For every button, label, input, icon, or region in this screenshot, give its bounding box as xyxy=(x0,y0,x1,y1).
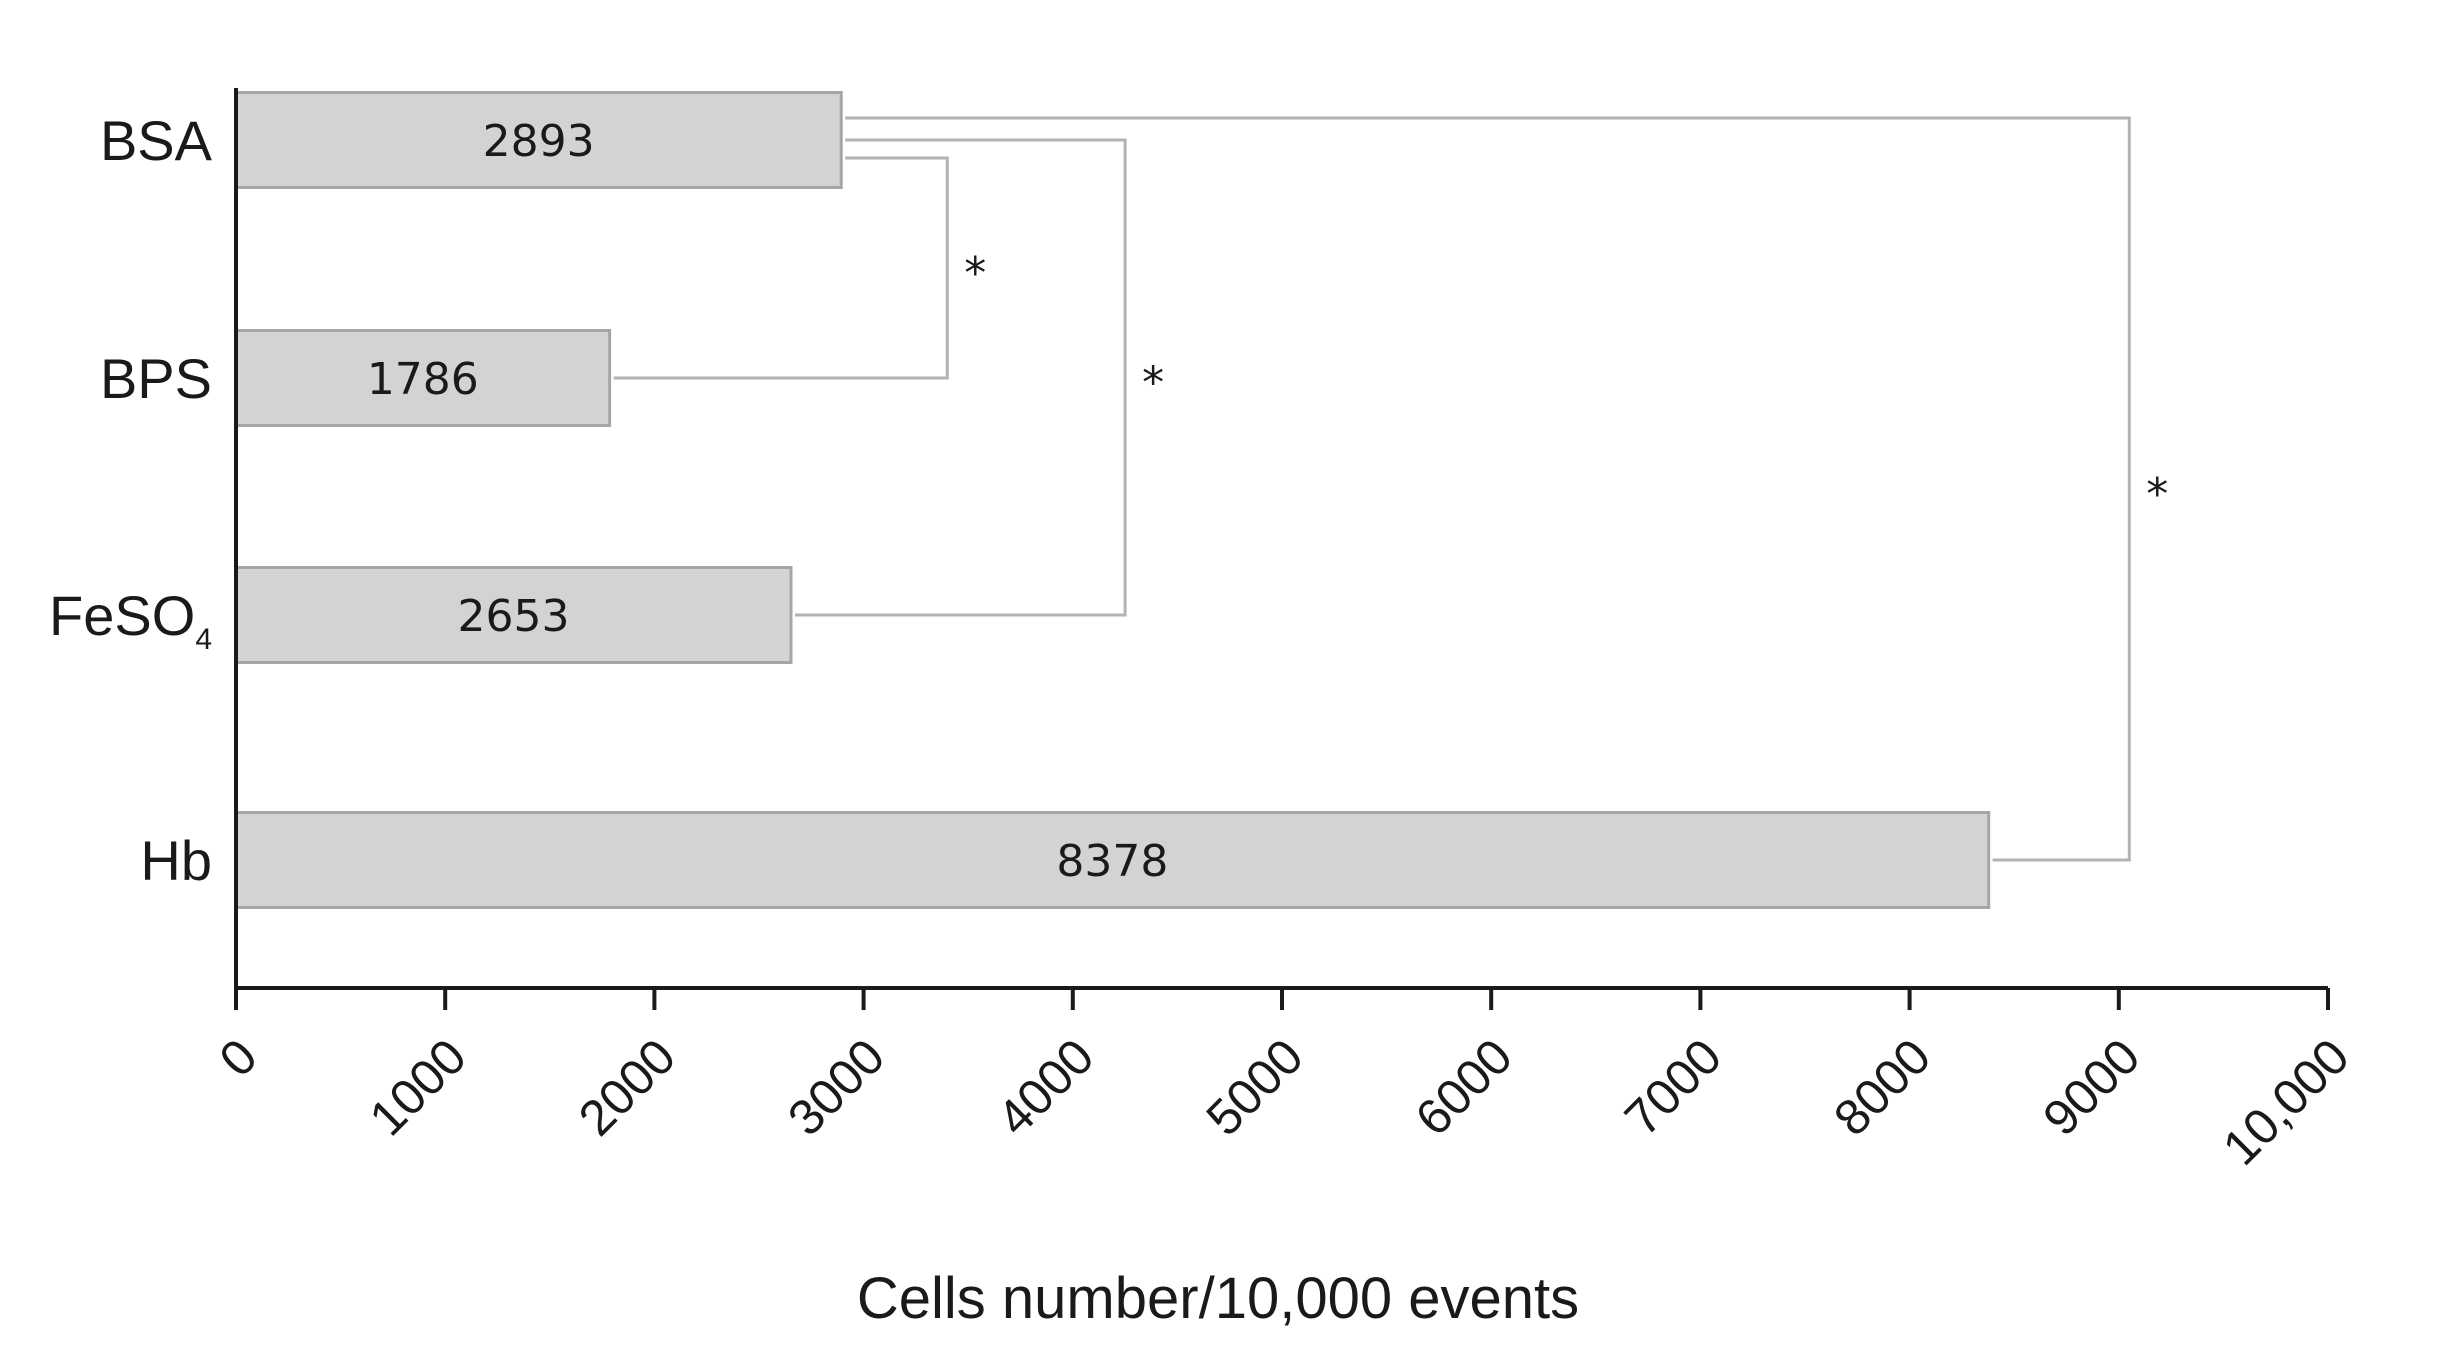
bar-bsa xyxy=(234,91,843,189)
bar-bps xyxy=(234,329,612,427)
data-label-hb: 8378 xyxy=(1056,836,1168,887)
x-axis-title: Cells number/10,000 events xyxy=(857,1266,1579,1331)
significance-star-bsa-feso4: * xyxy=(1142,358,1164,409)
significance-brackets xyxy=(613,116,2131,862)
data-label-feso4: 2653 xyxy=(458,591,570,642)
x-tick-label-2000: 2000 xyxy=(568,1028,686,1146)
x-tick-label-5000: 5000 xyxy=(1196,1028,1314,1146)
significance-star-bsa-bps: * xyxy=(964,248,986,299)
x-tick-label-1000: 1000 xyxy=(359,1028,477,1146)
bar-feso4 xyxy=(234,566,793,664)
category-label-hb: Hb xyxy=(140,829,212,892)
category-label-bsa: BSA xyxy=(100,109,213,172)
x-tick-label-3000: 3000 xyxy=(777,1028,895,1146)
category-label-bps: BPS xyxy=(100,347,212,410)
data-label-bsa: 2893 xyxy=(483,116,595,167)
x-tick-label-4000: 4000 xyxy=(986,1028,1104,1146)
axes xyxy=(234,88,2330,1010)
significance-bracket-bsa-hb xyxy=(845,116,2131,862)
x-tick-label-9000: 9000 xyxy=(2032,1028,2150,1146)
data-label-bps: 1786 xyxy=(367,354,479,405)
x-tick-label-7000: 7000 xyxy=(1614,1028,1732,1146)
bar-hb xyxy=(234,811,1991,909)
labels: 2893 BSA 1786 BPS 2653 FeSO4 8378 Hb 0 1000 2000 30… xyxy=(49,109,2360,1331)
x-tick-label-0: 0 xyxy=(209,1028,268,1087)
significance-bracket-bsa-feso4 xyxy=(795,138,1127,617)
x-tick-label-10000: 10,000 xyxy=(2212,1028,2360,1176)
category-label-feso4: FeSO4 xyxy=(49,584,212,656)
significance-star-bsa-hb: * xyxy=(2146,469,2168,520)
bars xyxy=(234,91,1991,909)
significance-bracket-bsa-bps xyxy=(613,156,949,380)
x-tick-label-8000: 8000 xyxy=(1823,1028,1941,1146)
x-tick-label-6000: 6000 xyxy=(1405,1028,1523,1146)
